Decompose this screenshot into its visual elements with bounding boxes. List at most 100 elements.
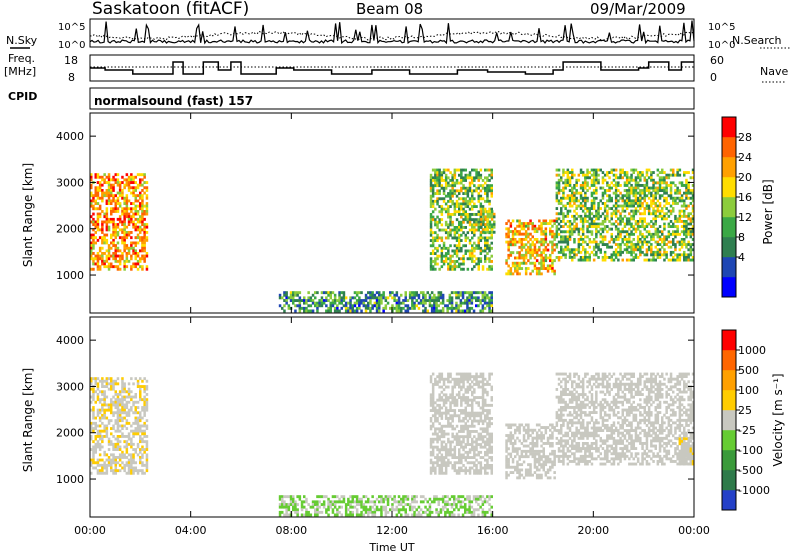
- power-ytick-label-2: 3000: [56, 176, 84, 189]
- power-colorbar-label-5: 8: [738, 231, 745, 244]
- velocity-colorbar-swatch-6: [722, 370, 736, 391]
- power-colorbar-label-1: 24: [738, 151, 752, 164]
- velocity-colorbar-swatch-3: [722, 430, 736, 451]
- power-region-0: [90, 173, 149, 271]
- power-region-2: [429, 168, 493, 271]
- velocity-colorbar-label-0: 1000: [738, 344, 766, 357]
- power-colorbar-swatch-1: [722, 257, 736, 278]
- xtick-label-6: 00:00: [678, 524, 710, 537]
- xtick-label-4: 16:00: [477, 524, 509, 537]
- velocity-colorbar-label-7: -1000: [738, 484, 770, 497]
- power-ytick-label-0: 1000: [56, 269, 84, 282]
- xtick-label-5: 20:00: [577, 524, 609, 537]
- velocity-region-4: [555, 372, 694, 466]
- power-y-axis-label: Slant Range [km]: [21, 163, 35, 267]
- freq-panel-frame: [89, 54, 695, 82]
- velocity-region-3: [505, 423, 556, 480]
- freq-trace: [90, 61, 694, 75]
- power-region-3: [480, 210, 496, 234]
- nsky-trace: [89, 20, 695, 45]
- noise-tick-right-top: 10^5: [708, 22, 735, 33]
- cpid-panel-frame: [89, 87, 695, 110]
- freq-tick-bottom: 8: [68, 71, 75, 84]
- velocity-colorbar-swatch-1: [722, 470, 736, 491]
- power-colorbar-swatch-3: [722, 217, 736, 238]
- power-panel: 1000 2000 3000 4000 Slant Range [km]: [21, 112, 695, 314]
- station-title: Saskatoon (fitACF): [92, 0, 249, 19]
- velocity-colorbar-label-4: -25: [738, 424, 756, 437]
- velocity-y-ticks: 1000 2000 3000 4000: [56, 334, 694, 486]
- freq-nave-panel: Freq. [MHz] 18 8 60 0 Nave: [4, 52, 788, 84]
- power-region-5: [555, 168, 694, 262]
- cpid-value: normalsound (fast) 157: [94, 94, 253, 108]
- power-colorbar-label: Power [dB]: [761, 179, 775, 244]
- nsearch-label: N.Search: [732, 34, 782, 47]
- nsky-label: N.Sky: [6, 34, 38, 47]
- power-colorbar-swatch-2: [722, 237, 736, 258]
- velocity-ytick-label-2: 3000: [56, 380, 84, 393]
- power-ytick-label-1: 2000: [56, 223, 84, 236]
- velocity-colorbar-swatch-4: [722, 410, 736, 431]
- power-region-1: [278, 291, 493, 313]
- power-region-4: [505, 219, 556, 276]
- velocity-y-axis-label: Slant Range [km]: [21, 368, 35, 472]
- power-colorbar-frame: [721, 116, 737, 298]
- power-y-ticks: 1000 2000 3000 4000: [56, 130, 694, 282]
- noise-panel-frame: [89, 18, 695, 48]
- velocity-colorbar-swatch-5: [722, 390, 736, 411]
- power-colorbar-swatch-7: [722, 137, 736, 158]
- power-colorbar-label-2: 20: [738, 171, 752, 184]
- xtick-label-3: 12:00: [376, 524, 408, 537]
- velocity-ytick-label-3: 4000: [56, 334, 84, 347]
- velocity-colorbar-swatch-8: [722, 330, 736, 351]
- freq-label-line2: [MHz]: [4, 65, 36, 78]
- velocity-colorbar-label: Velocity [m s⁻¹]: [771, 373, 785, 466]
- power-heatmap: [90, 168, 694, 313]
- velocity-panel: 1000 2000 3000 4000 Slant Range [km]: [21, 316, 695, 518]
- xtick-label-1: 04:00: [175, 524, 207, 537]
- power-colorbar: 28 24 20 16 12 8 4: [721, 116, 752, 298]
- cpid-label: CPID: [8, 90, 37, 103]
- power-colorbar-swatch-5: [722, 177, 736, 198]
- velocity-colorbar-label-6: -500: [738, 464, 763, 477]
- velocity-colorbar-label-5: -100: [738, 444, 763, 457]
- velocity-colorbar: 1000 500 100 25 -25 -100 -500 -1000: [721, 329, 770, 511]
- freq-label-line1: Freq.: [8, 52, 35, 65]
- velocity-region-1: [278, 495, 493, 517]
- power-colorbar-swatch-4: [722, 197, 736, 218]
- velocity-colorbar-label-2: 100: [738, 384, 759, 397]
- freq-tick-top: 18: [64, 54, 78, 67]
- velocity-region-5: [676, 437, 694, 466]
- nave-label: Nave: [760, 65, 788, 78]
- power-colorbar-swatch-8: [722, 117, 736, 138]
- velocity-ytick-label-0: 1000: [56, 473, 84, 486]
- nave-tick-bottom: 0: [710, 71, 717, 84]
- xtick-label-2: 08:00: [275, 524, 307, 537]
- power-colorbar-label-3: 16: [738, 191, 752, 204]
- power-colorbar-swatch-0: [722, 277, 736, 298]
- x-axis-ticks: 00:00 04:00 08:00 12:00 16:00 20:00 00:00: [74, 113, 710, 537]
- velocity-colorbar-swatch-7: [722, 350, 736, 371]
- velocity-ytick-label-1: 2000: [56, 427, 84, 440]
- noise-panel: N.Sky N.Search 10^5 10^0 10^5 10^0: [6, 18, 790, 51]
- velocity-colorbar-frame: [721, 329, 737, 511]
- power-colorbar-label-0: 28: [738, 131, 752, 144]
- power-colorbar-label-4: 12: [738, 211, 752, 224]
- velocity-region-2: [429, 372, 493, 475]
- velocity-colorbar-label-3: 25: [738, 404, 752, 417]
- noise-tick-left-bottom: 10^0: [58, 40, 85, 51]
- power-colorbar-label-6: 4: [738, 251, 745, 264]
- velocity-colorbar-label-1: 500: [738, 364, 759, 377]
- xtick-label-0: 00:00: [74, 524, 106, 537]
- x-axis-label: Time UT: [368, 541, 414, 554]
- noise-traces: [89, 20, 695, 45]
- power-colorbar-swatch-6: [722, 157, 736, 178]
- velocity-heatmap: [90, 372, 694, 517]
- nave-tick-top: 60: [710, 54, 724, 67]
- noise-tick-left-top: 10^5: [58, 22, 85, 33]
- velocity-colorbar-swatch-2: [722, 450, 736, 471]
- velocity-region-0: [90, 377, 149, 475]
- noise-tick-right-bottom: 10^0: [708, 40, 735, 51]
- beam-title: Beam 08: [356, 0, 423, 18]
